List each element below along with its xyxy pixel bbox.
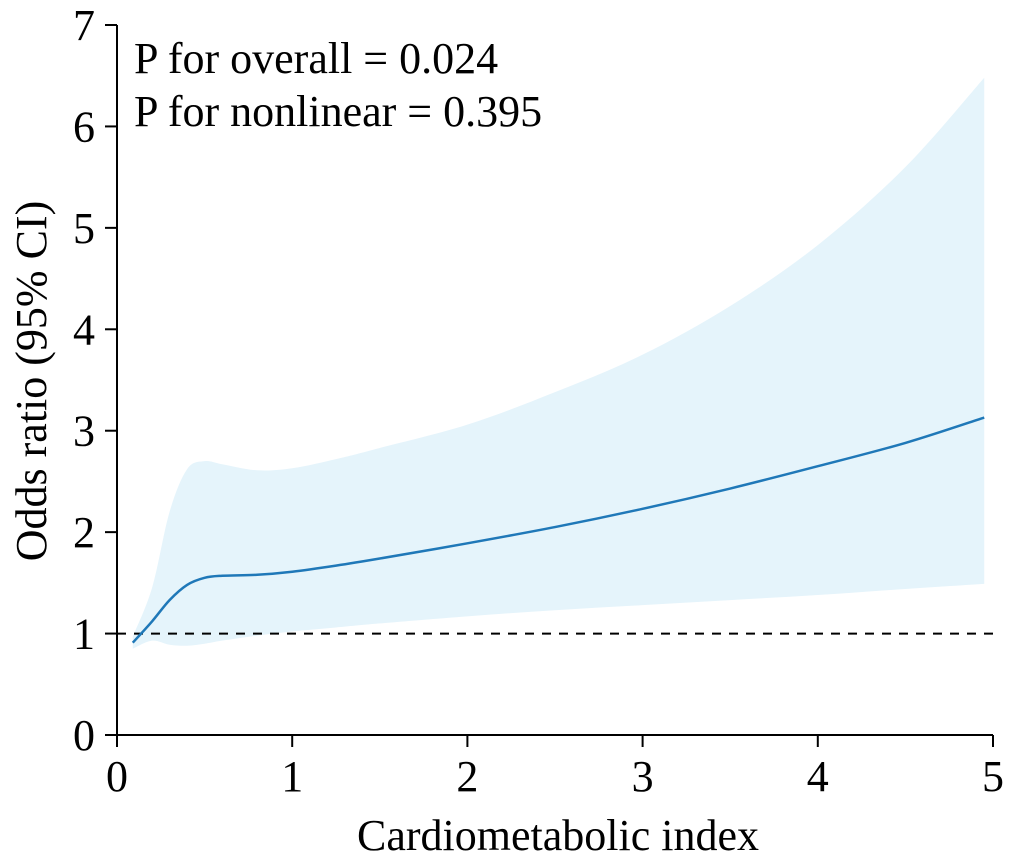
x-tick-label: 2 bbox=[456, 752, 478, 801]
y-axis-ticks: 0 1 2 3 4 5 6 7 bbox=[73, 1, 117, 760]
y-tick-label: 7 bbox=[73, 1, 95, 50]
y-tick-label: 6 bbox=[73, 102, 95, 151]
x-tick-label: 4 bbox=[807, 752, 829, 801]
confidence-band bbox=[132, 77, 985, 649]
y-tick-label: 1 bbox=[73, 610, 95, 659]
y-tick-label: 2 bbox=[73, 508, 95, 557]
x-axis-ticks: 0 1 2 3 4 5 bbox=[106, 735, 1004, 801]
p-overall-annotation: P for overall = 0.024 bbox=[134, 34, 498, 83]
y-tick-label: 5 bbox=[73, 204, 95, 253]
y-tick-label: 0 bbox=[73, 711, 95, 760]
x-axis-title: Cardiometabolic index bbox=[357, 811, 759, 860]
y-axis-title: Odds ratio (95% CI) bbox=[7, 201, 56, 562]
odds-ratio-line bbox=[131, 416, 985, 644]
x-tick-label: 3 bbox=[632, 752, 654, 801]
y-tick-label: 4 bbox=[73, 305, 95, 354]
x-tick-label: 1 bbox=[281, 752, 303, 801]
x-tick-label: 0 bbox=[106, 752, 128, 801]
x-tick-label: 5 bbox=[982, 752, 1004, 801]
p-nonlinear-annotation: P for nonlinear = 0.395 bbox=[134, 87, 542, 136]
y-tick-label: 3 bbox=[73, 407, 95, 456]
